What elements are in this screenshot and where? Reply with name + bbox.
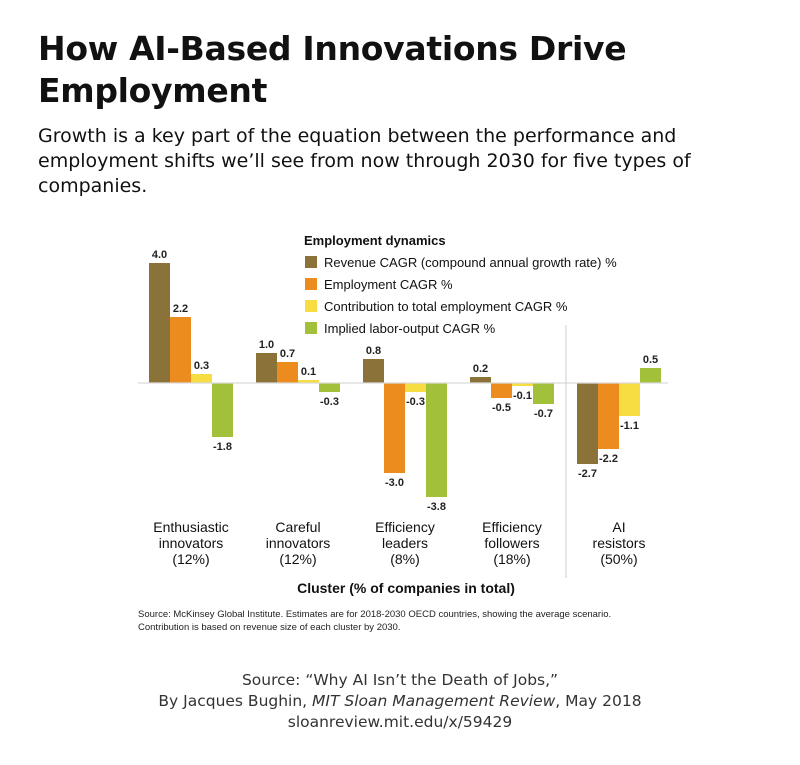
- bar-s3-c0: [212, 383, 233, 437]
- category-label-3-line-2: (18%): [493, 551, 530, 567]
- bar-s3-c4: [640, 368, 661, 383]
- bar-s2-c1: [298, 380, 319, 383]
- data-label-s0-c2: 0.8: [366, 345, 381, 357]
- data-label-s0-c0: 4.0: [152, 249, 167, 261]
- legend-swatch-2: [305, 300, 317, 312]
- bars-group: [149, 263, 661, 497]
- bar-s2-c3: [512, 383, 533, 386]
- citation-publication: MIT Sloan Management Review: [312, 692, 556, 710]
- category-labels-group: Enthusiasticinnovators(12%)Carefulinnova…: [153, 519, 645, 567]
- bar-s0-c3: [470, 377, 491, 383]
- category-label-0-line-0: Enthusiastic: [153, 519, 228, 535]
- data-label-s0-c1: 1.0: [259, 339, 274, 351]
- bar-s1-c1: [277, 362, 298, 383]
- citation: Source: “Why AI Isn’t the Death of Jobs,…: [0, 670, 800, 733]
- legend: Employment dynamics Revenue CAGR (compou…: [304, 233, 617, 336]
- legend-title: Employment dynamics: [304, 233, 446, 248]
- bar-s2-c2: [405, 383, 426, 392]
- citation-line-2: By Jacques Bughin, MIT Sloan Management …: [0, 691, 800, 712]
- source-note: Source: McKinsey Global Institute. Estim…: [138, 608, 698, 634]
- bar-s2-c4: [619, 383, 640, 416]
- legend-label-3: Implied labor-output CAGR %: [324, 321, 496, 336]
- category-label-1-line-2: (12%): [279, 551, 316, 567]
- bar-s2-c0: [191, 374, 212, 383]
- category-label-2-line-0: Efficiency: [375, 519, 435, 535]
- data-label-s1-c1: 0.7: [280, 348, 295, 360]
- category-label-0-line-1: innovators: [159, 535, 224, 551]
- source-note-line-1: Source: McKinsey Global Institute. Estim…: [138, 609, 612, 620]
- bar-s1-c4: [598, 383, 619, 449]
- data-labels-group: 4.0 1.0 0.8 0.2 -2.7 2.2 0.7 -3.0 -0.5 -2.2 0.3 0.1…: [152, 249, 658, 513]
- chart-title: How AI-Based Innovations Drive Employmen…: [38, 29, 627, 110]
- category-label-4-line-2: (50%): [600, 551, 637, 567]
- bar-s3-c2: [426, 383, 447, 497]
- data-label-s1-c2: -3.0: [385, 477, 404, 489]
- category-label-1-line-0: Careful: [275, 519, 320, 535]
- data-label-s1-c4: -2.2: [599, 453, 618, 465]
- citation-date: , May 2018: [555, 692, 642, 710]
- category-label-3-line-0: Efficiency: [482, 519, 542, 535]
- citation-url[interactable]: sloanreview.mit.edu/x/59429: [287, 713, 513, 731]
- data-label-s3-c2: -3.8: [427, 501, 446, 513]
- legend-label-2: Contribution to total employment CAGR %: [324, 299, 568, 314]
- bar-s1-c3: [491, 383, 512, 398]
- source-note-line-2: Contribution is based on revenue size of…: [138, 622, 401, 633]
- legend-label-0: Revenue CAGR (compound annual growth rat…: [324, 255, 617, 270]
- x-axis-label: Cluster (% of companies in total): [297, 580, 515, 596]
- bar-s1-c2: [384, 383, 405, 473]
- data-label-s1-c3: -0.5: [492, 402, 511, 414]
- data-label-s0-c4: -2.7: [578, 468, 597, 480]
- legend-label-1: Employment CAGR %: [324, 277, 453, 292]
- chart-subtitle: Growth is a key part of the equation bet…: [38, 125, 691, 197]
- legend-swatch-0: [305, 256, 317, 268]
- bar-s0-c1: [256, 353, 277, 383]
- data-label-s3-c0: -1.8: [213, 441, 232, 453]
- data-label-s3-c1: -0.3: [320, 396, 339, 408]
- data-label-s2-c3: -0.1: [513, 390, 532, 402]
- category-label-2-line-1: leaders: [382, 535, 428, 551]
- data-label-s2-c4: -1.1: [620, 420, 639, 432]
- bar-s0-c4: [577, 383, 598, 464]
- data-label-s1-c0: 2.2: [173, 303, 188, 315]
- bar-s3-c1: [319, 383, 340, 392]
- category-label-3-line-1: followers: [484, 535, 539, 551]
- bar-s0-c2: [363, 359, 384, 383]
- bar-s1-c0: [170, 317, 191, 383]
- citation-line-1: Source: “Why AI Isn’t the Death of Jobs,…: [241, 671, 559, 689]
- citation-author: By Jacques Bughin,: [158, 692, 313, 710]
- data-label-s0-c3: 0.2: [473, 363, 488, 375]
- category-label-4-line-1: resistors: [593, 535, 646, 551]
- data-label-s2-c0: 0.3: [194, 360, 209, 372]
- legend-swatch-3: [305, 322, 317, 334]
- data-label-s2-c2: -0.3: [406, 396, 425, 408]
- bar-s3-c3: [533, 383, 554, 404]
- category-label-1-line-1: innovators: [266, 535, 331, 551]
- bar-chart: 4.0 1.0 0.8 0.2 -2.7 2.2 0.7 -3.0 -0.5 -2.2 0.3 0.1…: [138, 233, 668, 596]
- data-label-s3-c4: 0.5: [643, 354, 658, 366]
- category-label-2-line-2: (8%): [390, 551, 420, 567]
- category-label-0-line-2: (12%): [172, 551, 209, 567]
- category-label-4-line-0: AI: [612, 519, 625, 535]
- data-label-s2-c1: 0.1: [301, 366, 316, 378]
- legend-swatch-1: [305, 278, 317, 290]
- data-label-s3-c3: -0.7: [534, 408, 553, 420]
- bar-s0-c0: [149, 263, 170, 383]
